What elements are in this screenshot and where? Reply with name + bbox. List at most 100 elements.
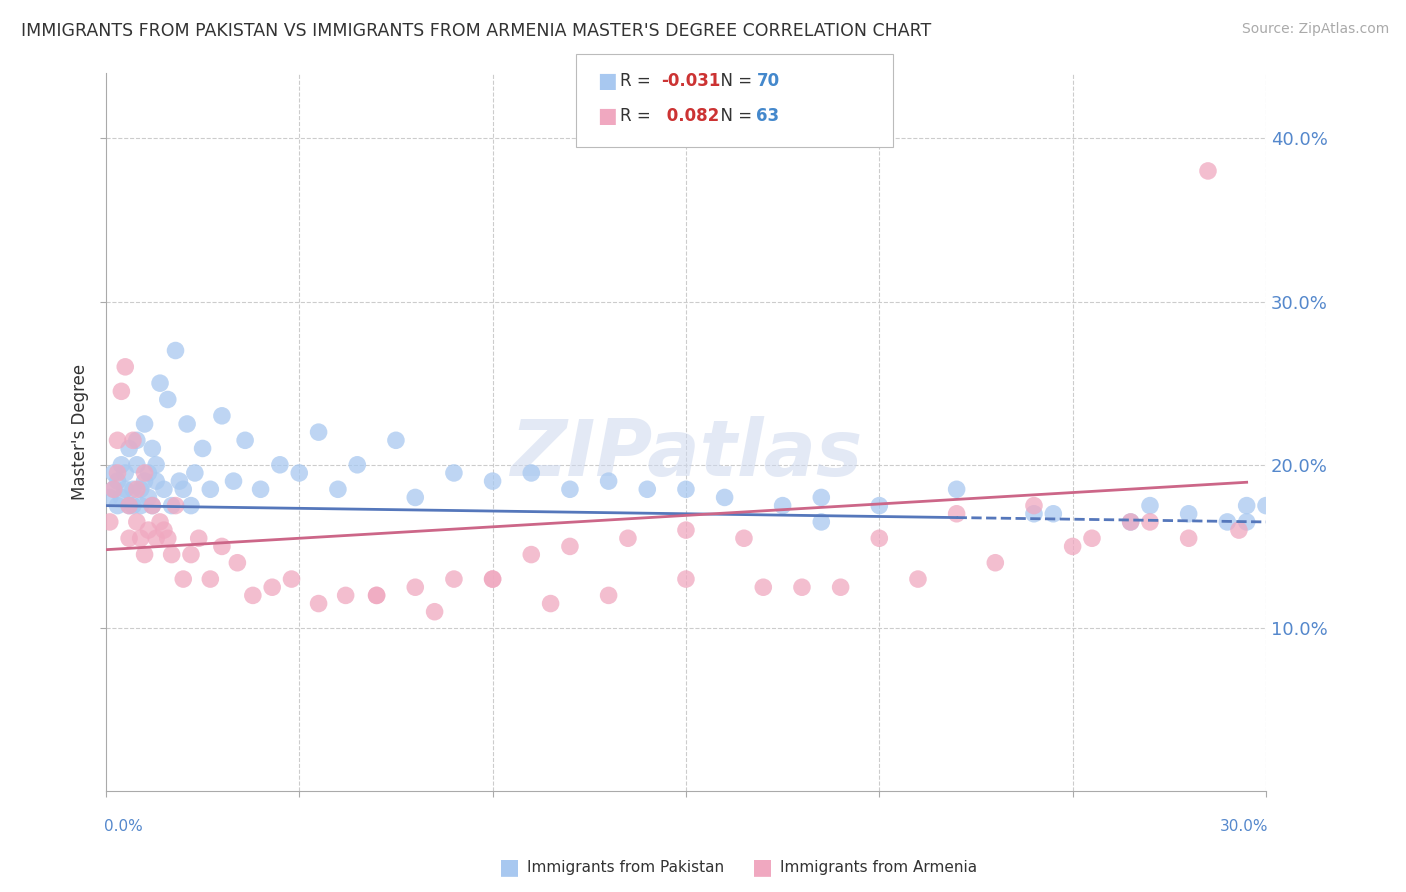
Point [481, 572, 503, 586]
Point [141, 442, 163, 456]
Point [404, 491, 426, 505]
Point [184, 466, 207, 480]
Point [558, 540, 581, 554]
Text: ■: ■ [752, 857, 773, 877]
Point [984, 556, 1007, 570]
Point [945, 483, 967, 497]
Point [752, 580, 775, 594]
Text: N =: N = [710, 72, 758, 90]
Point [114, 359, 136, 374]
Point [122, 483, 145, 497]
Text: 30.0%: 30.0% [1220, 819, 1268, 834]
Point [160, 548, 183, 562]
Point [1062, 540, 1084, 554]
Point [110, 458, 132, 472]
Point [481, 572, 503, 586]
Point [98, 491, 121, 505]
Point [211, 409, 233, 423]
Text: 0.0%: 0.0% [104, 819, 142, 834]
Point [540, 597, 562, 611]
Text: ZIPatlas: ZIPatlas [510, 416, 862, 491]
Point [98, 515, 121, 529]
Point [114, 483, 136, 497]
Text: R =: R = [620, 72, 657, 90]
Text: ■: ■ [499, 857, 520, 877]
Point [125, 483, 148, 497]
Point [1022, 507, 1045, 521]
Point [149, 515, 172, 529]
Point [326, 483, 349, 497]
Point [187, 531, 209, 545]
Point [308, 597, 330, 611]
Point [114, 466, 136, 480]
Y-axis label: Master's Degree: Master's Degree [72, 364, 89, 500]
Point [118, 499, 141, 513]
Point [868, 499, 890, 513]
Point [404, 580, 426, 594]
Text: 63: 63 [756, 107, 779, 125]
Point [636, 483, 658, 497]
Point [1227, 523, 1250, 537]
Text: ■: ■ [598, 71, 617, 91]
Point [868, 531, 890, 545]
Point [200, 483, 222, 497]
Point [129, 531, 152, 545]
Point [945, 507, 967, 521]
Point [1177, 531, 1199, 545]
Point [107, 434, 129, 448]
Text: IMMIGRANTS FROM PAKISTAN VS IMMIGRANTS FROM ARMENIA MASTER'S DEGREE CORRELATION : IMMIGRANTS FROM PAKISTAN VS IMMIGRANTS F… [21, 22, 931, 40]
Point [1236, 515, 1258, 529]
Point [156, 392, 179, 407]
Point [118, 442, 141, 456]
Point [1254, 499, 1277, 513]
Point [423, 605, 446, 619]
Point [141, 499, 163, 513]
Point [107, 466, 129, 480]
Text: N =: N = [710, 107, 758, 125]
Point [138, 523, 160, 537]
Point [1177, 507, 1199, 521]
Point [675, 483, 697, 497]
Point [172, 572, 194, 586]
Point [1139, 499, 1161, 513]
Point [713, 491, 735, 505]
Point [160, 499, 183, 513]
Point [1119, 515, 1142, 529]
Point [598, 474, 620, 488]
Point [222, 474, 245, 488]
Text: R =: R = [620, 107, 657, 125]
Point [156, 531, 179, 545]
Point [233, 434, 256, 448]
Point [103, 483, 125, 497]
Point [1139, 515, 1161, 529]
Point [149, 376, 172, 391]
Point [907, 572, 929, 586]
Point [165, 343, 187, 358]
Point [191, 442, 214, 456]
Point [617, 531, 640, 545]
Point [110, 384, 132, 399]
Point [145, 531, 167, 545]
Point [134, 466, 156, 480]
Point [200, 572, 222, 586]
Point [520, 466, 543, 480]
Point [125, 434, 148, 448]
Point [385, 434, 408, 448]
Point [830, 580, 852, 594]
Point [118, 531, 141, 545]
Point [1022, 499, 1045, 513]
Point [443, 466, 465, 480]
Point [138, 466, 160, 480]
Point [790, 580, 813, 594]
Point [110, 491, 132, 505]
Text: Immigrants from Armenia: Immigrants from Armenia [780, 860, 977, 874]
Point [134, 548, 156, 562]
Point [366, 588, 388, 602]
Point [145, 458, 167, 472]
Point [1216, 515, 1239, 529]
Point [211, 540, 233, 554]
Point [134, 417, 156, 431]
Point [103, 466, 125, 480]
Point [125, 515, 148, 529]
Point [1236, 499, 1258, 513]
